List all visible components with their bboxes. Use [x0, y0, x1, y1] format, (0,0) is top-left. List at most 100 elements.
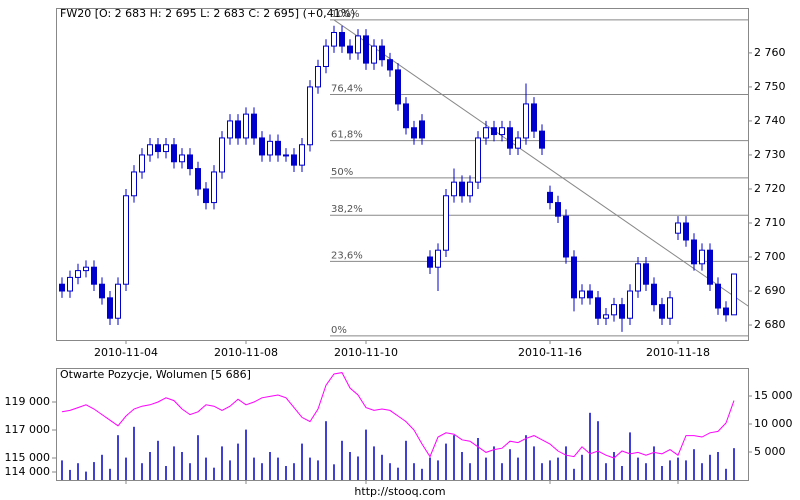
candle-body [651, 283, 657, 306]
volume-bar [445, 443, 447, 480]
y-tick-label: 2 690 [754, 284, 786, 297]
volume-bar [493, 446, 495, 480]
volume-bar [565, 446, 567, 480]
y-tick-label: 2 680 [754, 318, 786, 331]
candle-body [611, 304, 617, 316]
volume-bar [469, 463, 471, 480]
fib-label: 76,4% [331, 83, 363, 94]
candle-body [163, 144, 169, 153]
volume-bar [573, 468, 575, 480]
candle-body [667, 297, 673, 319]
volume-bar [453, 435, 455, 480]
volume-bar [61, 460, 63, 480]
volume-bar [221, 446, 223, 480]
candle-body [243, 113, 249, 139]
volume-bar [413, 463, 415, 480]
candle-body [403, 103, 409, 129]
candle-body [363, 35, 369, 64]
volume-bar [701, 463, 703, 480]
y2-tick-label: 15 000 [754, 389, 793, 402]
candle-body [83, 266, 89, 272]
candle-body [355, 35, 361, 54]
y-tick-label: 2 750 [754, 80, 786, 93]
volume-bar [333, 464, 335, 480]
volume-bar [69, 469, 71, 480]
candle-body [571, 256, 577, 299]
volume-bar [117, 435, 119, 480]
volume-bar [325, 421, 327, 480]
candle-body [523, 103, 529, 139]
candle-body [211, 171, 217, 204]
volume-bar [693, 449, 695, 480]
candle-body [659, 304, 665, 319]
volume-bar [621, 466, 623, 480]
candle-body [475, 137, 481, 183]
volume-bar [501, 463, 503, 480]
candle-body [219, 137, 225, 173]
main-panel [56, 8, 749, 341]
candle-body [251, 113, 257, 139]
candle-body [635, 263, 641, 292]
volume-bar [349, 452, 351, 480]
main-plot [59, 19, 748, 337]
volume-bar [341, 440, 343, 480]
volume-bar [141, 463, 143, 480]
volume-bar [605, 463, 607, 480]
candle-body [539, 130, 545, 149]
footer: http://stooq.com [354, 485, 445, 498]
candle-body [75, 270, 81, 278]
volume-bar [613, 452, 615, 480]
candle-body [379, 45, 385, 61]
y-tick-label: 119 000 [5, 395, 51, 408]
candle-body [499, 127, 505, 136]
volume-bar [709, 454, 711, 480]
candle-body [427, 256, 433, 268]
candle-body [643, 263, 649, 285]
candle-body [483, 127, 489, 139]
volume-bar [205, 457, 207, 480]
volume-bar [405, 440, 407, 480]
volume-bar [557, 457, 559, 480]
candle-body [67, 276, 73, 292]
candle-body [283, 154, 289, 157]
candle-body [627, 290, 633, 319]
candle-body [307, 86, 313, 146]
candle-body [467, 181, 473, 197]
y-tick-label: 114 000 [5, 465, 51, 478]
volume-bar [285, 466, 287, 480]
candle-body [387, 59, 393, 71]
volume-bar [637, 457, 639, 480]
volume-bar [685, 460, 687, 480]
fib-label: 50% [331, 167, 353, 178]
trend-line [333, 19, 748, 307]
y-tick-label: 117 000 [5, 423, 51, 436]
volume-bar [125, 457, 127, 480]
volume-bar [109, 468, 111, 480]
volume-bar [261, 463, 263, 480]
volume-bar [373, 446, 375, 480]
candle-body [587, 290, 593, 299]
volume-bar [165, 466, 167, 480]
x-tick-label: 2010-11-04 [94, 346, 158, 359]
y-tick-label: 2 710 [754, 216, 786, 229]
y-tick-label: 2 760 [754, 46, 786, 59]
candle-body [123, 195, 129, 285]
volume-bar [517, 457, 519, 480]
volume-bar [269, 452, 271, 480]
volume-bar [437, 460, 439, 480]
candle-body [683, 222, 689, 241]
candle-body [259, 137, 265, 156]
candle-body [195, 168, 201, 190]
open-interest-line [61, 372, 735, 459]
volume-bar [301, 443, 303, 480]
volume-bar [669, 460, 671, 480]
candle-body [107, 297, 113, 319]
volume-bar [589, 412, 591, 480]
candle-body [619, 304, 625, 319]
volume-bar [509, 449, 511, 480]
volume-bar [277, 457, 279, 480]
volume-bar [93, 462, 95, 480]
candle-body [291, 154, 297, 166]
